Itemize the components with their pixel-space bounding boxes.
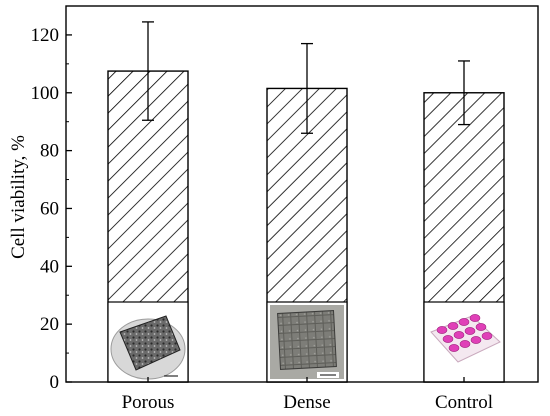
x-tick-label-control: Control <box>435 392 493 413</box>
y-tick-label-20: 20 <box>40 314 59 335</box>
error-bar-porous <box>142 21 154 121</box>
x-tick-label-dense: Dense <box>283 392 330 413</box>
y-tick-labels: 0 20 40 60 80 100 120 <box>31 25 60 393</box>
y-tick-label-80: 80 <box>40 141 59 162</box>
y-tick-label-120: 120 <box>31 25 60 46</box>
x-tick-label-porous: Porous <box>122 392 175 413</box>
inset-image-control <box>423 301 505 383</box>
error-bars <box>142 21 470 134</box>
inset-image-porous <box>107 301 189 383</box>
x-category-labels: Porous Dense Control <box>122 392 493 413</box>
y-tick-label-60: 60 <box>40 198 59 219</box>
error-bar-dense <box>301 42 313 134</box>
y-tick-label-100: 100 <box>31 83 60 104</box>
error-bar-control <box>458 60 470 126</box>
inset-image-dense <box>266 301 348 383</box>
axes-frame <box>65 5 539 383</box>
axes <box>65 5 539 383</box>
y-axis-title: Cell viability, % <box>8 135 29 259</box>
y-tick-label-40: 40 <box>40 256 59 277</box>
y-tick-label-0: 0 <box>50 372 60 393</box>
inset-images <box>107 301 505 383</box>
